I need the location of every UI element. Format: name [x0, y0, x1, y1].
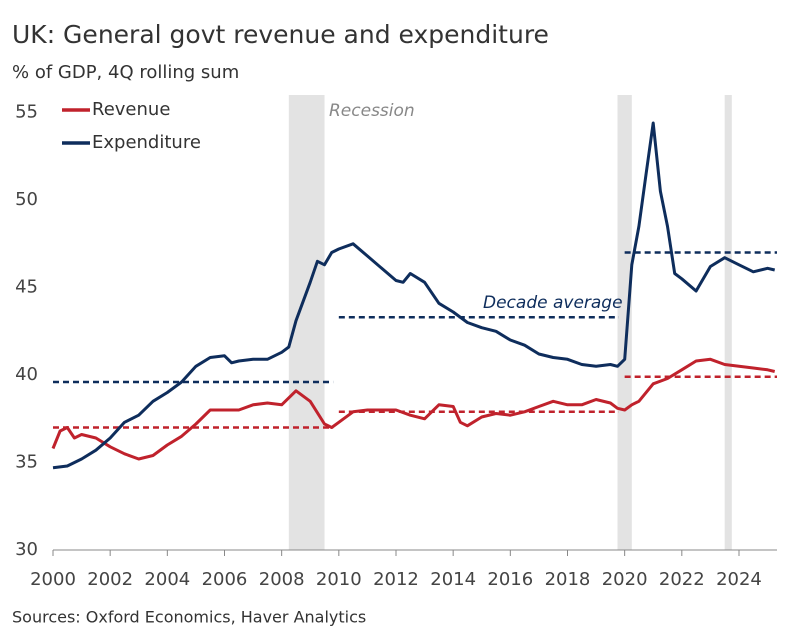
x-tick-label: 2004: [144, 569, 190, 590]
legend-label: Revenue: [92, 99, 170, 120]
x-tick-label: 2002: [87, 569, 133, 590]
x-tick-label: 2024: [716, 569, 762, 590]
x-tick-label: 2020: [602, 569, 648, 590]
recession-band: [617, 95, 632, 550]
recession-band: [724, 95, 732, 550]
x-tick-label: 2006: [202, 569, 248, 590]
x-tick-label: 2014: [430, 569, 476, 590]
y-tick-label: 45: [15, 277, 38, 298]
annotation: Decade average: [483, 293, 623, 313]
x-tick-label: 2018: [545, 569, 591, 590]
x-tick-label: 2016: [487, 569, 533, 590]
y-tick-label: 30: [15, 539, 38, 560]
series-line: [51, 357, 776, 461]
x-tick-label: 2010: [316, 569, 362, 590]
annotation: Recession: [329, 101, 415, 121]
x-tick-label: 2012: [373, 569, 419, 590]
y-tick-label: 50: [15, 189, 38, 210]
y-tick-label: 40: [15, 364, 38, 385]
source-note: Sources: Oxford Economics, Haver Analyti…: [12, 608, 366, 627]
chart-title: UK: General govt revenue and expenditure: [12, 20, 549, 49]
y-tick-label: 35: [15, 452, 38, 473]
x-tick-label: 2008: [259, 569, 305, 590]
y-tick-label: 55: [15, 102, 38, 123]
chart-subtitle: % of GDP, 4Q rolling sum: [12, 62, 239, 83]
x-tick-label: 2022: [659, 569, 705, 590]
series-line: [52, 121, 776, 470]
x-tick-label: 2000: [30, 569, 76, 590]
legend-label: Expenditure: [92, 132, 201, 153]
